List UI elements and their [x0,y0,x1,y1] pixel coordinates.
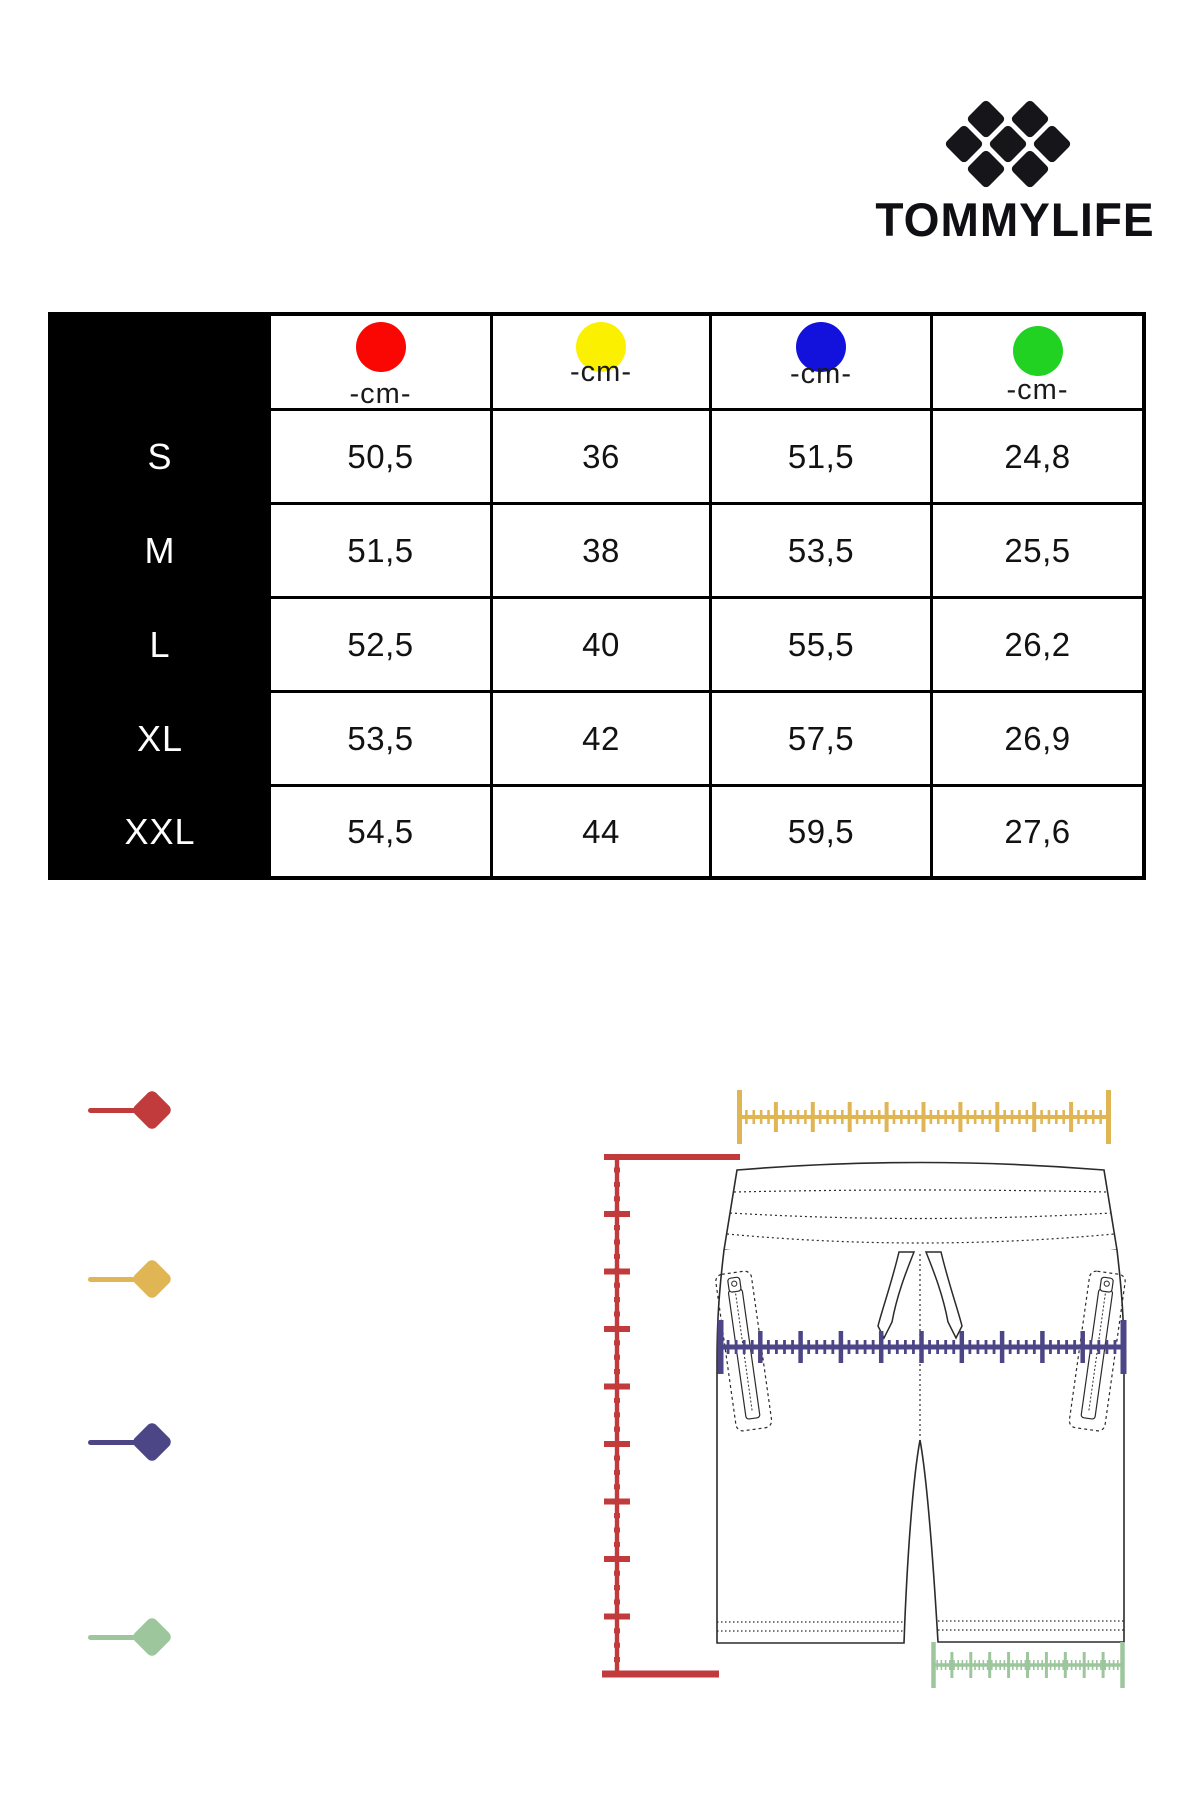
brand-name: TOMMYLIFE [875,193,1155,246]
table-value-cell: 53,5 [271,693,490,784]
table-value-cell: 38 [493,505,709,596]
table-value-cell: 52,5 [271,599,490,690]
size-label-cell: L [52,599,268,690]
yellow-dot-icon [576,322,626,372]
table-value-cell: 57,5 [712,693,930,784]
navy-diamond-marker-icon [130,1420,174,1464]
table-corner-cell [52,316,268,408]
table-value-cell: 27,6 [933,787,1142,876]
leg-opening-ruler [931,1642,1125,1688]
unit-label: -cm- [570,356,632,388]
column-header-red: -cm- [271,316,490,410]
table-value-cell: 26,9 [933,693,1142,784]
table-value-cell: 25,5 [933,505,1142,596]
unit-label: -cm- [1006,374,1069,406]
table-value-cell: 59,5 [712,787,930,876]
shorts-measurement-diagram [602,1090,1127,1688]
table-value-cell: 42 [493,693,709,784]
unit-label: -cm- [790,358,852,390]
legend-line [88,1634,138,1640]
waistband-outline [723,1161,1118,1263]
blue-dot-icon [796,322,846,372]
table-value-cell: 36 [493,411,709,502]
hip-width-ruler [717,1320,1127,1374]
shorts-technical-drawing [715,1161,1126,1644]
legend-line [88,1107,138,1113]
legend-item-red-diamond-marker [88,1088,174,1132]
brand-logo-diamonds-icon [945,100,1071,188]
legend-item-green-diamond-marker [88,1615,174,1659]
green-diamond-marker-icon [130,1615,174,1659]
column-header-blue: -cm- [712,316,930,408]
size-label-cell: M [52,505,268,596]
green-dot-icon [1012,326,1063,376]
table-value-cell: 44 [493,787,709,876]
red-diamond-marker-icon [130,1088,174,1132]
table-value-cell: 26,2 [933,599,1142,690]
table-value-cell: 40 [493,599,709,690]
table-value-cell: 53,5 [712,505,930,596]
table-value-cell: 50,5 [271,411,490,502]
table-value-cell: 55,5 [712,599,930,690]
table-value-cell: 51,5 [271,505,490,596]
size-label-cell: S [52,411,268,502]
waist-width-ruler [737,1090,1111,1144]
red-dot-icon [355,322,406,372]
yellow-diamond-marker-icon [130,1257,174,1301]
legend-line [88,1439,138,1445]
table-value-cell: 54,5 [271,787,490,876]
table-value-cell: 51,5 [712,411,930,502]
legend-item-yellow-diamond-marker [88,1257,174,1301]
side-length-ruler [602,1154,740,1678]
legend-item-navy-diamond-marker [88,1420,174,1464]
shorts-body-outline [716,1249,1125,1644]
column-header-yellow: -cm- [493,316,709,408]
size-table: -cm- -cm- -cm- -cm- S 50,5 36 51,5 24,8 M 51,5 38 53… [48,312,1146,880]
legend-line [88,1276,138,1282]
table-value-cell: 24,8 [933,411,1142,502]
drawstring-cords [877,1251,963,1340]
unit-label: -cm- [349,378,412,410]
column-header-green: -cm- [933,316,1142,408]
size-label-cell: XL [52,693,268,784]
size-label-cell: XXL [52,787,268,876]
